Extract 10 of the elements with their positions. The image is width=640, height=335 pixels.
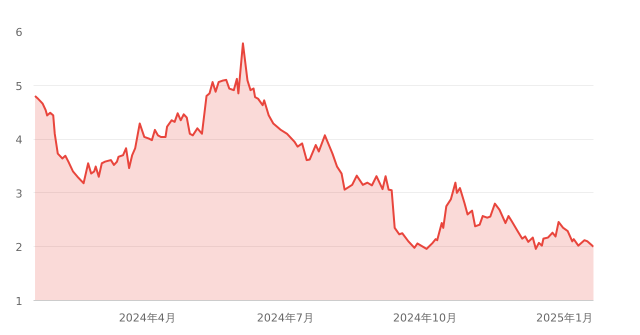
y-tick-label: 6 [16, 26, 22, 39]
x-tick-label: 2024年4月 [118, 312, 176, 324]
y-tick-label: 1 [16, 295, 22, 308]
y-tick-label: 3 [16, 187, 22, 200]
y-tick-label: 4 [16, 134, 22, 147]
x-tick-label: 2025年1月 [536, 312, 594, 324]
x-tick-label: 2024年10月 [393, 312, 458, 324]
y-tick-label: 5 [16, 80, 22, 93]
y-tick-label: 2 [16, 241, 22, 254]
x-tick-label: 2024年7月 [256, 312, 314, 324]
